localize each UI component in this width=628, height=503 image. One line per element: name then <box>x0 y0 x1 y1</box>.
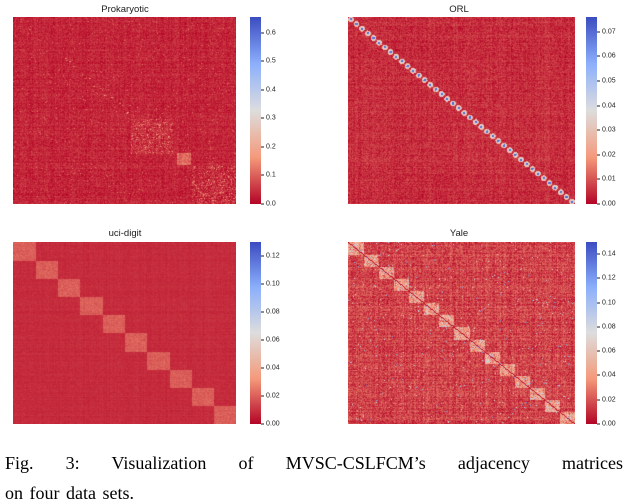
figure-caption-line1: Fig. 3: Visualization of MVSC-CSLFCM’s a… <box>5 453 623 473</box>
colorbar-tick <box>261 32 264 34</box>
colorbar-tick <box>261 339 264 341</box>
colorbar-tick <box>261 255 264 257</box>
colorbar-tick <box>597 350 600 352</box>
colorbar-tick <box>261 283 264 285</box>
heatmap-uci-digit <box>13 242 236 424</box>
colorbar-tick <box>261 203 264 205</box>
colorbar-tick <box>261 89 264 91</box>
colorbar-tick <box>597 399 600 401</box>
colorbar-tick <box>597 277 600 279</box>
colorbar-yale: 0.00 0.02 0.04 0.06 0.08 0.10 0.12 0.14 <box>586 242 616 428</box>
colorbar-tick <box>597 154 600 156</box>
colorbar-tick-label: 0.5 <box>266 57 276 65</box>
panel-title-orl: ORL <box>449 4 469 15</box>
colorbar-tick-label: 0.14 <box>602 250 616 258</box>
panel-title-uci-digit: uci-digit <box>108 228 142 239</box>
heatmap-orl <box>348 17 575 204</box>
colorbar-tick-label: 0.02 <box>602 151 616 159</box>
colorbar-tick <box>597 105 600 107</box>
colorbar-tick-label: 0.04 <box>266 364 280 372</box>
colorbar-tick-label: 0.10 <box>266 280 280 288</box>
colorbar-tick <box>597 31 600 33</box>
colorbar-tick <box>597 203 600 205</box>
colorbar-tick-label: 0.08 <box>266 308 280 316</box>
colorbar-tick <box>261 146 264 148</box>
colorbar-tick-label: 0.06 <box>602 347 616 355</box>
colorbar-tick-label: 0.05 <box>602 77 616 85</box>
colorbar-tick-label: 0.2 <box>266 143 276 151</box>
colorbar-tick-label: 0.06 <box>266 336 280 344</box>
panel-title-yale: Yale <box>449 228 469 239</box>
colorbar-tick-label: 0.02 <box>266 392 280 400</box>
colorbar-tick <box>261 395 264 397</box>
colorbar-tick-label: 0.03 <box>602 126 616 134</box>
colorbar-tick-label: 0.04 <box>602 102 616 110</box>
colorbar-tick-label: 0.12 <box>602 274 616 282</box>
colorbar-tick-label: 0.01 <box>602 175 616 183</box>
heatmap-yale <box>348 242 575 424</box>
colorbar-tick-label: 0.07 <box>602 28 616 36</box>
colorbar-orl: 0.00 0.01 0.02 0.03 0.04 0.05 0.06 0.07 <box>586 17 616 208</box>
colorbar-tick <box>261 117 264 119</box>
colorbar-tick <box>597 374 600 376</box>
colorbar-tick <box>261 60 264 62</box>
colorbar-tick <box>597 80 600 82</box>
colorbar-tick-label: 0.00 <box>602 200 616 208</box>
colorbar-tick <box>261 423 264 425</box>
colorbar-tick-label: 0.00 <box>266 420 280 428</box>
colorbar-tick <box>261 174 264 176</box>
colorbar-tick <box>597 178 600 180</box>
figure-caption: Fig. 3: Visualization of MVSC-CSLFCM’s a… <box>5 448 623 503</box>
figure-caption-line2: on four data sets. <box>5 483 134 503</box>
colorbar-tick-label: 0.6 <box>266 29 276 37</box>
colorbar-tick <box>261 311 264 313</box>
colorbar-tick-label: 0.02 <box>602 396 616 404</box>
colorbar-tick <box>597 302 600 304</box>
colorbar-tick <box>261 367 264 369</box>
colorbar-tick-label: 0.3 <box>266 114 276 122</box>
colorbar-tick-label: 0.12 <box>266 252 280 260</box>
colorbar-tick <box>597 326 600 328</box>
colorbar-tick-label: 0.04 <box>602 371 616 379</box>
heatmap-prokaryotic <box>13 17 236 204</box>
colorbar-tick-label: 0.4 <box>266 86 276 94</box>
colorbar-uci-digit: 0.00 0.02 0.04 0.06 0.08 0.10 0.12 <box>250 242 280 428</box>
panel-title-prokaryotic: Prokaryotic <box>101 4 149 15</box>
colorbar-tick <box>597 129 600 131</box>
colorbar-tick-label: 0.00 <box>602 420 616 428</box>
colorbar-tick-label: 0.1 <box>266 171 276 179</box>
colorbar-tick <box>597 423 600 425</box>
colorbar-tick-label: 0.10 <box>602 299 616 307</box>
colorbar-tick <box>597 253 600 255</box>
colorbar-tick <box>597 55 600 57</box>
colorbar-tick-label: 0.06 <box>602 52 616 60</box>
colorbar-tick-label: 0.08 <box>602 323 616 331</box>
colorbar-prokaryotic: 0.0 0.1 0.2 0.3 0.4 0.5 0.6 <box>250 17 276 208</box>
colorbar-tick-label: 0.0 <box>266 200 276 208</box>
